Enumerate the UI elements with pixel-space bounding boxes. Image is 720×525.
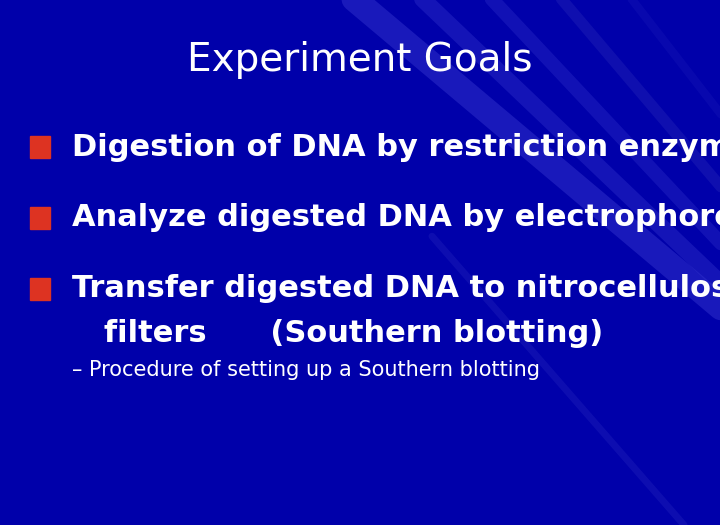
Text: – Procedure of setting up a Southern blotting: – Procedure of setting up a Southern blo… (72, 360, 540, 380)
FancyBboxPatch shape (30, 136, 50, 158)
Text: Digestion of DNA by restriction enzyme: Digestion of DNA by restriction enzyme (72, 132, 720, 162)
Text: Experiment Goals: Experiment Goals (187, 41, 533, 79)
Text: Analyze digested DNA by electrophoresis: Analyze digested DNA by electrophoresis (72, 203, 720, 233)
FancyBboxPatch shape (30, 207, 50, 229)
Text: filters      (Southern blotting): filters (Southern blotting) (72, 319, 603, 348)
Text: Transfer digested DNA to nitrocellulose: Transfer digested DNA to nitrocellulose (72, 274, 720, 303)
FancyBboxPatch shape (30, 278, 50, 300)
